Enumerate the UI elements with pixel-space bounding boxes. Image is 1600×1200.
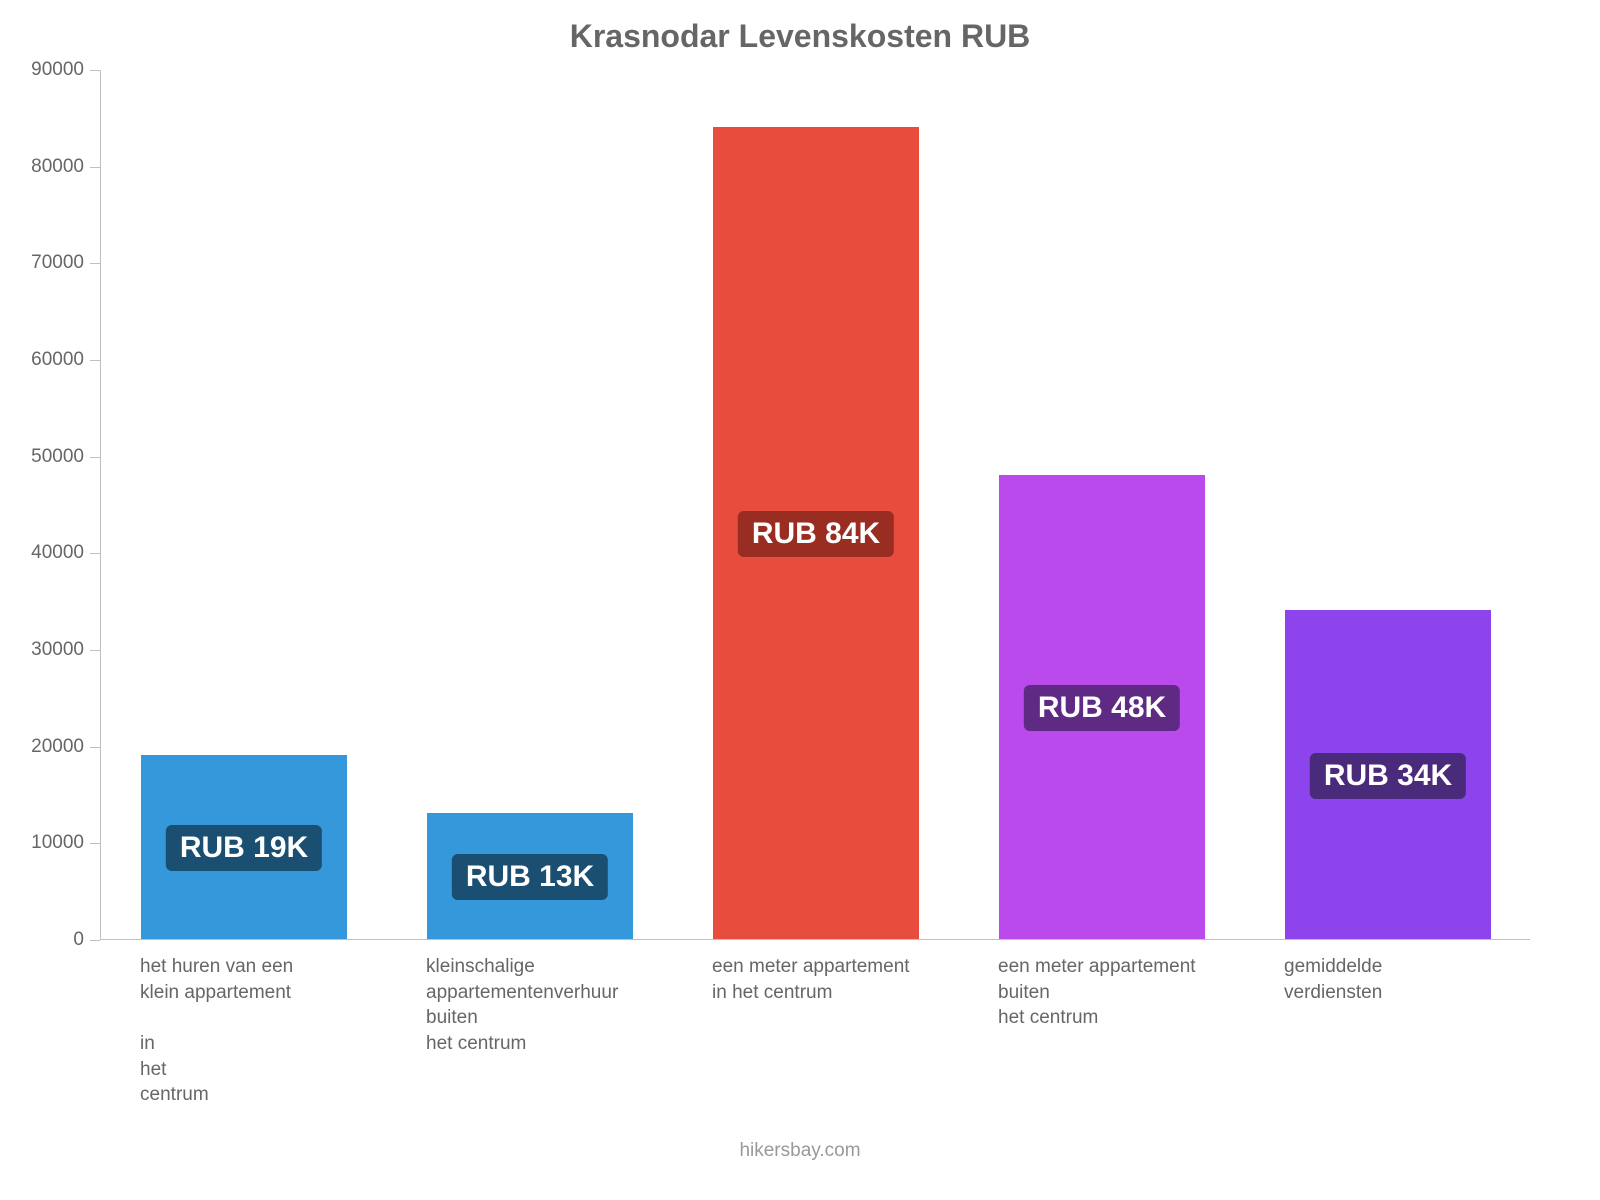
y-tick-mark: [90, 940, 100, 941]
y-tick-mark: [90, 263, 100, 264]
y-tick-label: 40000: [0, 542, 84, 564]
x-category-label: een meter appartement in het centrum: [712, 954, 918, 1005]
y-tick-label: 20000: [0, 736, 84, 758]
plot-area: RUB 19K RUB 13K RUB 84K RUB 48K RUB 34K: [100, 70, 1530, 940]
bar-value-label: RUB 19K: [166, 825, 322, 871]
y-tick-label: 70000: [0, 252, 84, 274]
y-tick-mark: [90, 70, 100, 71]
y-tick-mark: [90, 650, 100, 651]
y-tick-label: 90000: [0, 59, 84, 81]
chart-title: Krasnodar Levenskosten RUB: [0, 18, 1600, 55]
y-tick-mark: [90, 553, 100, 554]
x-category-label: het huren van een klein appartement in h…: [140, 954, 346, 1108]
y-tick-mark: [90, 167, 100, 168]
y-tick-mark: [90, 360, 100, 361]
y-tick-mark: [90, 843, 100, 844]
bar-value-label: RUB 34K: [1310, 753, 1466, 799]
bar-value-label: RUB 48K: [1024, 685, 1180, 731]
x-category-label: kleinschalige appartementenverhuur buite…: [426, 954, 632, 1057]
y-tick-label: 30000: [0, 639, 84, 661]
y-tick-label: 80000: [0, 156, 84, 178]
y-tick-label: 10000: [0, 832, 84, 854]
x-category-label: een meter appartement buiten het centrum: [998, 954, 1204, 1031]
chart-container: Krasnodar Levenskosten RUB RUB 19K RUB 13…: [0, 0, 1600, 1200]
y-tick-label: 60000: [0, 349, 84, 371]
chart-footer: hikersbay.com: [0, 1140, 1600, 1162]
y-tick-label: 0: [0, 929, 84, 951]
x-category-label: gemiddelde verdiensten: [1284, 954, 1490, 1005]
bar-value-label: RUB 84K: [738, 511, 894, 557]
bar-value-label: RUB 13K: [452, 854, 608, 900]
y-tick-mark: [90, 457, 100, 458]
y-tick-label: 50000: [0, 446, 84, 468]
y-tick-mark: [90, 747, 100, 748]
